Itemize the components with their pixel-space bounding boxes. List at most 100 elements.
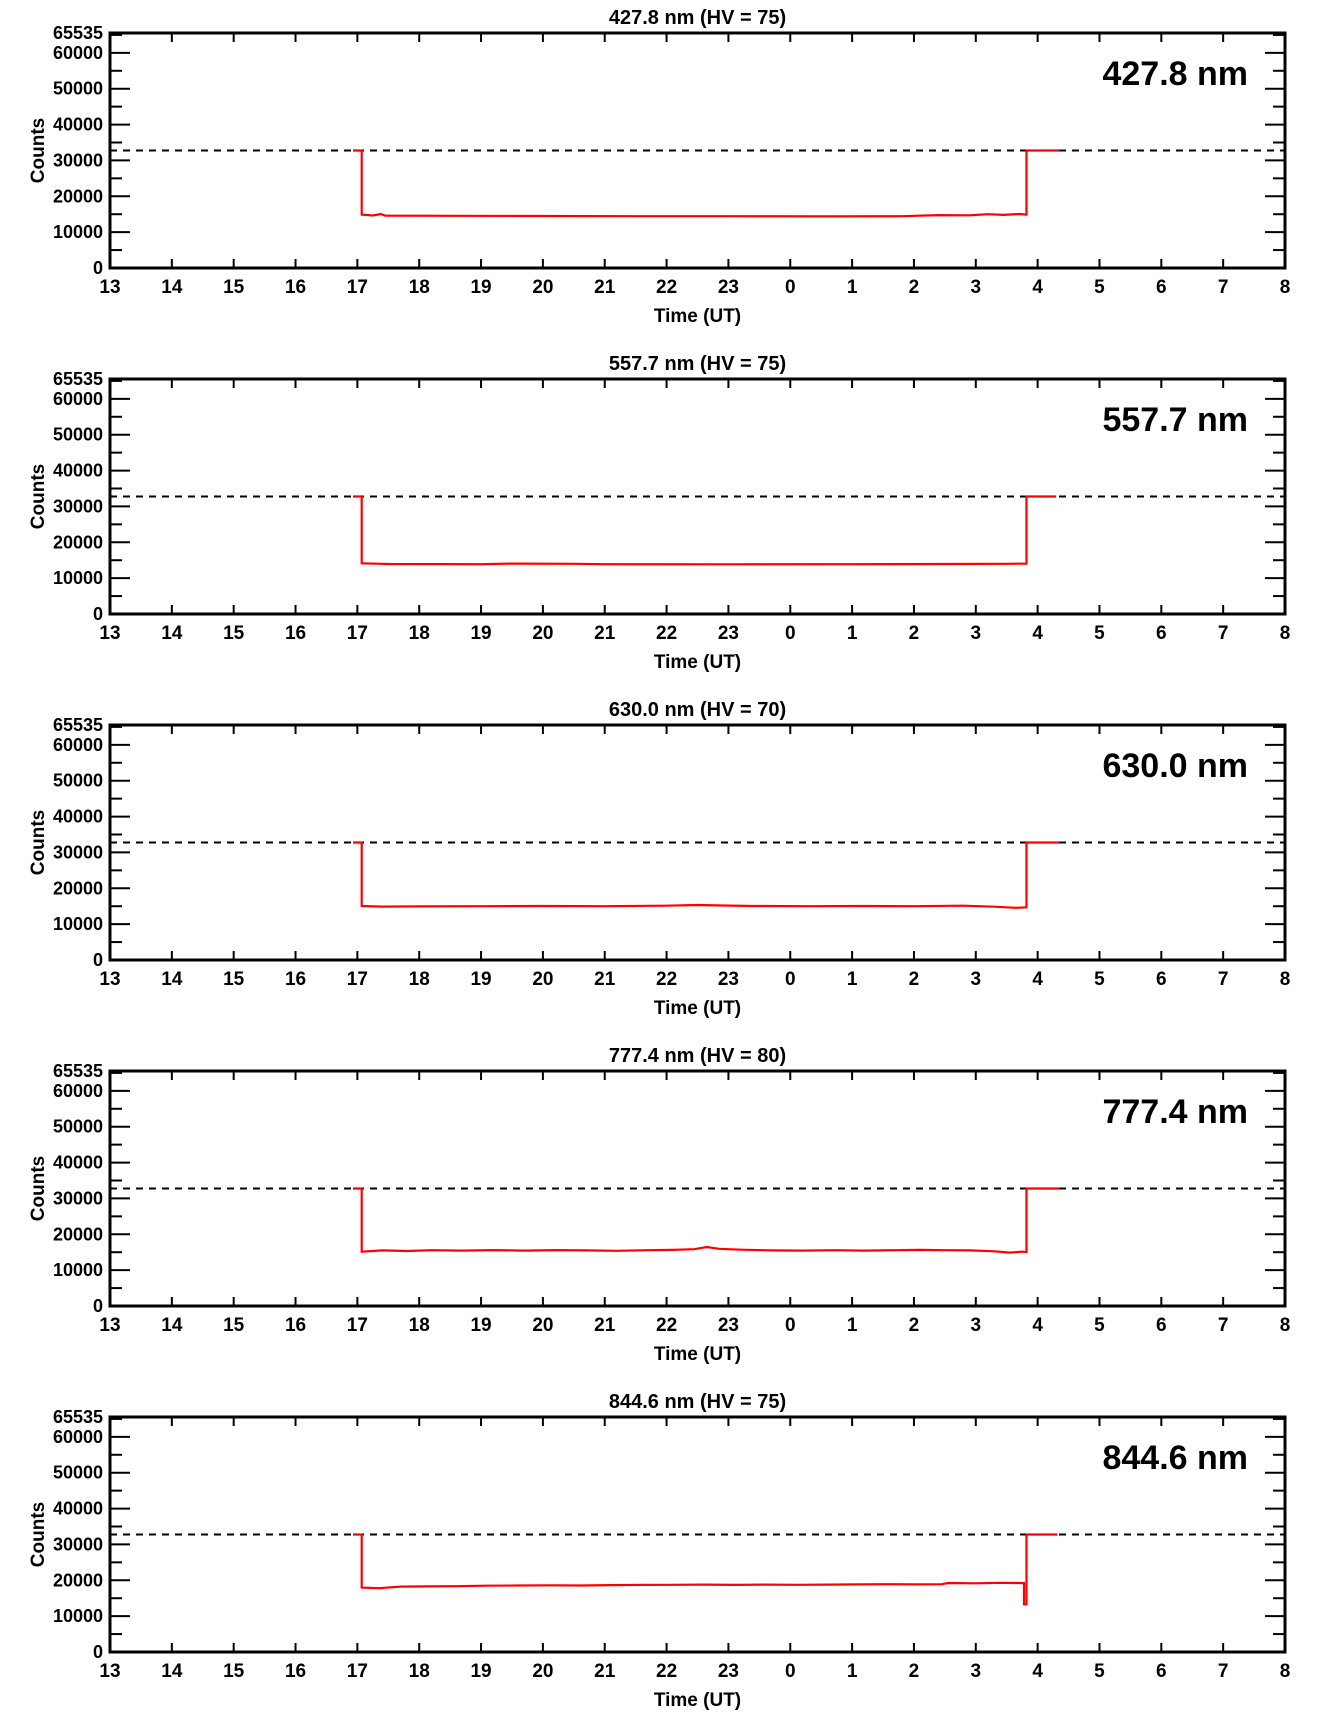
y-tick-label: 50000 xyxy=(53,425,103,445)
x-tick-label: 13 xyxy=(99,623,120,644)
x-tick-label: 15 xyxy=(223,1315,245,1336)
x-tick-label: 8 xyxy=(1280,277,1291,298)
x-tick-label: 19 xyxy=(470,277,491,298)
y-tick-label: 30000 xyxy=(53,842,103,862)
y-axis-max-label: 65535 xyxy=(53,1061,103,1081)
x-tick-label: 17 xyxy=(347,969,368,990)
x-tick-label: 15 xyxy=(223,1661,245,1682)
y-tick-label: 0 xyxy=(93,1642,103,1662)
x-tick-label: 15 xyxy=(223,277,245,298)
x-tick-label: 2 xyxy=(909,277,920,298)
x-tick-label: 0 xyxy=(785,277,796,298)
x-tick-label: 4 xyxy=(1032,1661,1043,1682)
y-tick-label: 40000 xyxy=(53,807,103,827)
x-tick-label: 2 xyxy=(909,969,920,990)
y-axis-max-label: 65535 xyxy=(53,1407,103,1427)
y-tick-label: 50000 xyxy=(53,771,103,791)
y-tick-label: 10000 xyxy=(53,1606,103,1626)
x-tick-label: 0 xyxy=(785,1315,796,1336)
y-axis-max-label: 65535 xyxy=(53,715,103,735)
x-tick-label: 18 xyxy=(409,277,430,298)
y-tick-label: 0 xyxy=(93,258,103,278)
y-tick-label: 40000 xyxy=(53,1499,103,1519)
x-tick-label: 16 xyxy=(285,623,306,644)
x-tick-label: 21 xyxy=(594,277,616,298)
x-tick-label: 16 xyxy=(285,969,306,990)
x-tick-label: 21 xyxy=(594,1315,616,1336)
counts-series-line xyxy=(353,1187,1060,1254)
x-tick-label: 3 xyxy=(971,969,982,990)
x-tick-label: 14 xyxy=(161,1661,183,1682)
y-tick-label: 40000 xyxy=(53,115,103,135)
x-axis-title: Time (UT) xyxy=(654,998,741,1019)
plot-frame xyxy=(108,31,1287,270)
counts-series-line xyxy=(353,149,1060,218)
x-tick-label: 23 xyxy=(718,623,739,644)
x-tick-label: 0 xyxy=(785,1661,796,1682)
x-tick-label: 5 xyxy=(1094,277,1105,298)
y-tick-label: 50000 xyxy=(53,1463,103,1483)
x-tick-label: 7 xyxy=(1218,1315,1229,1336)
y-tick-label: 50000 xyxy=(53,79,103,99)
x-tick-label: 20 xyxy=(532,969,553,990)
y-tick-label: 60000 xyxy=(53,1427,103,1447)
y-tick-label: 20000 xyxy=(53,1224,103,1244)
x-tick-label: 19 xyxy=(470,623,491,644)
x-tick-label: 6 xyxy=(1156,969,1167,990)
y-tick-label: 30000 xyxy=(53,1188,103,1208)
x-axis-title: Time (UT) xyxy=(654,1690,741,1711)
x-tick-label: 5 xyxy=(1094,1661,1105,1682)
plot-frame xyxy=(108,723,1287,962)
y-tick-label: 10000 xyxy=(53,222,103,242)
x-tick-label: 6 xyxy=(1156,623,1167,644)
plot-frame xyxy=(108,1415,1287,1654)
y-tick-label: 10000 xyxy=(53,568,103,588)
x-tick-label: 4 xyxy=(1032,623,1043,644)
counts-series-line xyxy=(353,495,1057,566)
x-tick-label: 6 xyxy=(1156,277,1167,298)
y-tick-label: 30000 xyxy=(53,496,103,516)
x-tick-label: 20 xyxy=(532,277,553,298)
x-tick-label: 13 xyxy=(99,1661,120,1682)
x-tick-label: 2 xyxy=(909,1661,920,1682)
x-axis-title: Time (UT) xyxy=(654,1344,741,1365)
x-tick-label: 18 xyxy=(409,969,430,990)
y-tick-label: 40000 xyxy=(53,1153,103,1173)
y-tick-label: 30000 xyxy=(53,150,103,170)
counts-series-line xyxy=(353,841,1060,909)
wavelength-label: 557.7 nm xyxy=(1102,401,1248,439)
x-tick-label: 16 xyxy=(285,1661,306,1682)
x-tick-label: 1 xyxy=(847,969,858,990)
x-tick-label: 20 xyxy=(532,1315,553,1336)
y-tick-label: 20000 xyxy=(53,186,103,206)
x-tick-label: 19 xyxy=(470,1661,491,1682)
x-tick-label: 16 xyxy=(285,277,306,298)
x-tick-label: 3 xyxy=(971,623,982,644)
x-tick-label: 5 xyxy=(1094,1315,1105,1336)
x-tick-label: 22 xyxy=(656,1661,677,1682)
chart-panel-777-4nm: 777.4 nm (HV = 80)13 14 15 16 17 18 19 20 21 22 23… xyxy=(28,1045,1291,1365)
x-tick-label: 3 xyxy=(971,1661,982,1682)
x-tick-label: 1 xyxy=(847,623,858,644)
panel-title: 557.7 nm (HV = 75) xyxy=(609,353,786,375)
x-tick-label: 8 xyxy=(1280,1315,1291,1336)
x-tick-label: 20 xyxy=(532,623,553,644)
x-tick-label: 17 xyxy=(347,1315,368,1336)
y-tick-label: 0 xyxy=(93,1296,103,1316)
panel-title: 427.8 nm (HV = 75) xyxy=(609,7,786,29)
x-tick-label: 21 xyxy=(594,969,616,990)
wavelength-label: 844.6 nm xyxy=(1102,1439,1248,1477)
x-tick-label: 14 xyxy=(161,277,183,298)
x-tick-label: 8 xyxy=(1280,623,1291,644)
x-tick-label: 8 xyxy=(1280,1661,1291,1682)
y-tick-label: 0 xyxy=(93,950,103,970)
x-tick-label: 19 xyxy=(470,1315,491,1336)
y-axis-max-label: 65535 xyxy=(53,23,103,43)
x-tick-label: 23 xyxy=(718,1661,739,1682)
x-tick-label: 14 xyxy=(161,969,183,990)
x-tick-label: 14 xyxy=(161,623,183,644)
x-tick-label: 0 xyxy=(785,623,796,644)
x-tick-label: 15 xyxy=(223,969,245,990)
x-tick-label: 23 xyxy=(718,969,739,990)
